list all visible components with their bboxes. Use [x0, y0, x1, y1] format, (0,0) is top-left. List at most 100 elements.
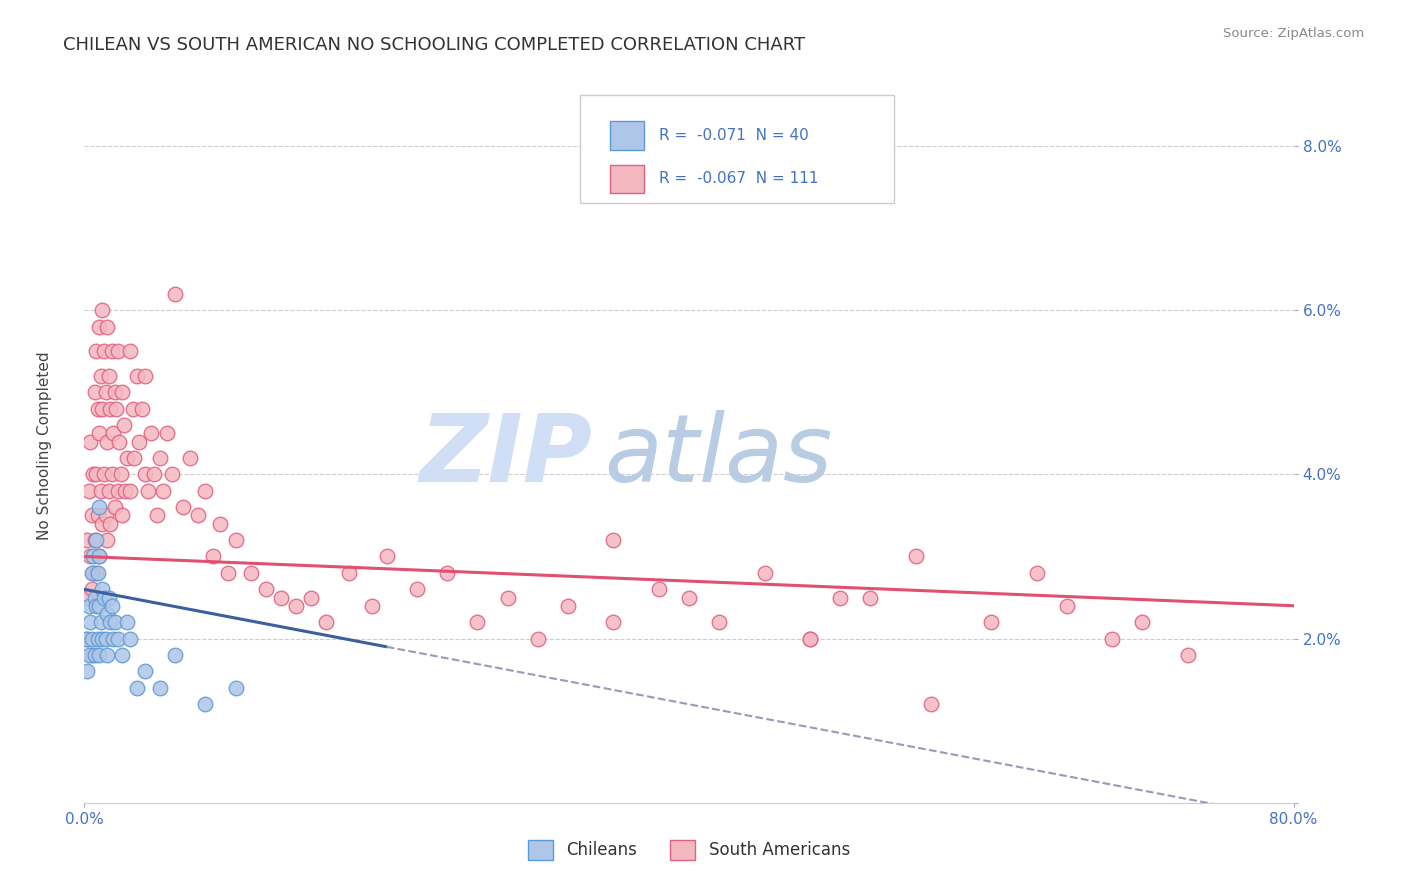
Point — [160, 467, 183, 482]
Point — [93, 344, 115, 359]
Point — [1177, 648, 1199, 662]
Point — [77, 483, 100, 498]
Point — [89, 549, 111, 564]
Point — [315, 615, 337, 630]
Point — [89, 426, 111, 441]
Point — [187, 508, 209, 523]
Text: CHILEAN VS SOUTH AMERICAN NO SCHOOLING COMPLETED CORRELATION CHART: CHILEAN VS SOUTH AMERICAN NO SCHOOLING C… — [63, 36, 806, 54]
Point — [101, 426, 124, 441]
Text: Source: ZipAtlas.com: Source: ZipAtlas.com — [1223, 27, 1364, 40]
Point — [118, 483, 141, 498]
Point — [128, 434, 150, 449]
Point — [101, 632, 124, 646]
Point — [97, 591, 120, 605]
Point — [96, 434, 118, 449]
Point — [75, 632, 97, 646]
Point — [111, 648, 134, 662]
Point — [406, 582, 429, 597]
Point — [86, 344, 108, 359]
Point — [93, 467, 115, 482]
Point — [149, 450, 172, 465]
Point — [149, 681, 172, 695]
Point — [134, 368, 156, 383]
Point — [86, 533, 108, 547]
Point — [131, 401, 153, 416]
Text: R =  -0.067  N = 111: R = -0.067 N = 111 — [659, 171, 818, 186]
Point — [1130, 615, 1153, 630]
Point — [100, 344, 122, 359]
Point — [91, 401, 114, 416]
Point — [127, 681, 149, 695]
Point — [172, 500, 194, 515]
Point — [299, 591, 322, 605]
Point — [134, 665, 156, 679]
Point — [79, 434, 101, 449]
Point — [82, 467, 104, 482]
Point — [107, 344, 129, 359]
Point — [754, 566, 776, 580]
Text: R =  -0.071  N = 40: R = -0.071 N = 40 — [659, 128, 808, 144]
Point — [194, 698, 217, 712]
Point — [859, 591, 882, 605]
FancyBboxPatch shape — [581, 95, 894, 203]
Text: atlas: atlas — [605, 410, 832, 501]
Point — [108, 434, 131, 449]
Point — [90, 483, 112, 498]
Point — [87, 401, 110, 416]
Point — [93, 591, 115, 605]
Point — [1101, 632, 1123, 646]
Point — [91, 516, 114, 531]
Point — [96, 607, 118, 621]
Point — [209, 516, 232, 531]
Point — [89, 599, 111, 613]
Point — [239, 566, 262, 580]
Point — [436, 566, 458, 580]
Point — [82, 566, 104, 580]
Point — [97, 368, 120, 383]
Point — [80, 648, 103, 662]
Point — [122, 450, 145, 465]
Point — [80, 632, 103, 646]
Point — [121, 401, 143, 416]
Point — [920, 698, 942, 712]
Point — [86, 599, 108, 613]
Point — [115, 615, 138, 630]
Point — [91, 303, 114, 318]
Point — [285, 599, 308, 613]
Point — [142, 467, 165, 482]
Point — [1056, 599, 1078, 613]
Point — [118, 344, 141, 359]
Point — [84, 533, 107, 547]
Point — [179, 450, 201, 465]
Point — [1025, 566, 1047, 580]
Point — [165, 286, 187, 301]
Point — [648, 582, 671, 597]
Point — [980, 615, 1002, 630]
Point — [136, 483, 159, 498]
Point — [79, 549, 101, 564]
Point — [337, 566, 360, 580]
Point — [146, 508, 169, 523]
Point — [225, 533, 247, 547]
Point — [270, 591, 292, 605]
Point — [152, 483, 174, 498]
Point — [799, 632, 821, 646]
Point — [94, 385, 117, 400]
Bar — [610, 121, 644, 150]
Point — [557, 599, 579, 613]
Point — [100, 599, 122, 613]
Point — [225, 681, 247, 695]
Point — [904, 549, 927, 564]
Point — [87, 566, 110, 580]
Point — [84, 591, 107, 605]
Point — [115, 450, 138, 465]
Point — [105, 401, 128, 416]
Point — [201, 549, 224, 564]
Point — [127, 368, 149, 383]
Point — [110, 467, 132, 482]
Point — [84, 648, 107, 662]
Point — [77, 648, 100, 662]
Point — [254, 582, 277, 597]
Point — [678, 591, 700, 605]
Point — [134, 467, 156, 482]
